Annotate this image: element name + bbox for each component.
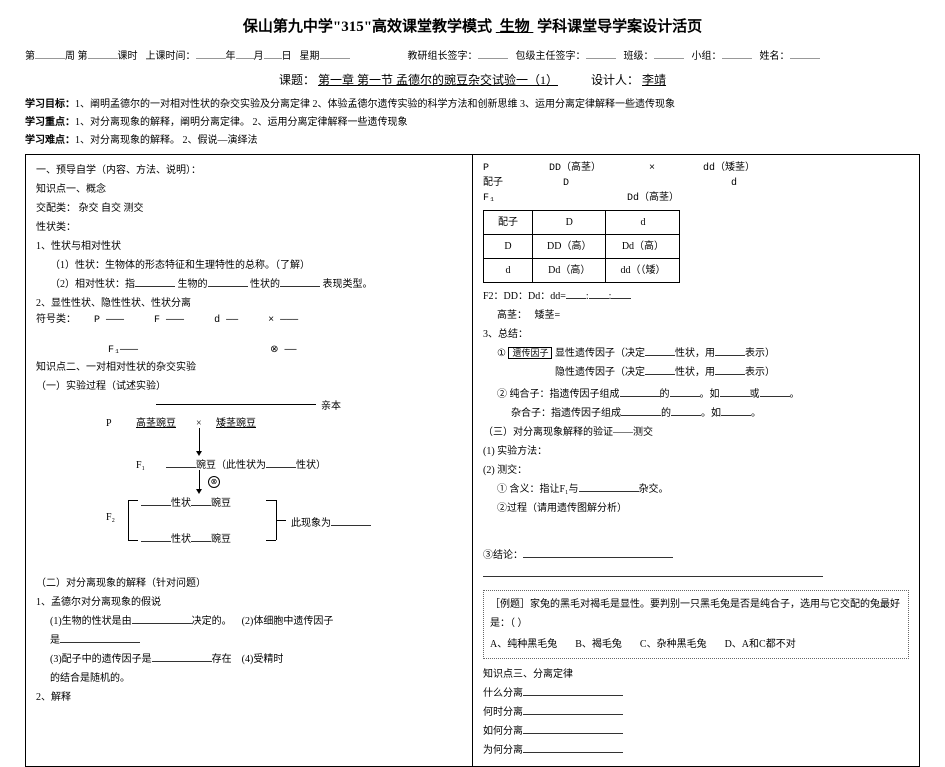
t1: 1、性状与相对性状 [36, 237, 462, 256]
v2b: ②过程（请用遗传图解分析） [483, 499, 909, 518]
example-q: ［例题］家兔的黑毛对褐毛是显性。要判别一只黑毛兔是否是纯合子，选用与它交配的兔最… [490, 595, 902, 633]
left-column: 一、预导自学（内容、方法、说明）： 知识点一、概念 交配类： 杂交 自交 测交 … [25, 155, 473, 766]
kp3: 知识点三、分离定律 [483, 665, 909, 684]
conclusion1: ① 遗传因子 显性遗传因子（决定性状，用表示） 隐性遗传因子（决定性状，用表示） [483, 344, 909, 382]
h2: 是 [36, 631, 462, 650]
q2: 何时分离 [483, 703, 909, 722]
header-meta: 第周 第课时 上课时间：年月日 星期 教研组长签字： 包级主任签字： 班级： 小… [25, 47, 920, 65]
lesson-title-label: 课题： [279, 73, 315, 87]
example-block: ［例题］家兔的黑毛对褐毛是显性。要判别一只黑毛兔是否是纯合子，选用与它交配的兔最… [483, 590, 909, 659]
title-post: 学科课堂导学案设计活页 [537, 19, 702, 35]
lesson-title-row: 课题： 第一章 第一节 孟德尔的豌豆杂交试验一（1） 设计人： 李靖 [25, 71, 920, 90]
sec1: 一、预导自学（内容、方法、说明）： [36, 161, 462, 180]
designer-label: 设计人： [591, 73, 639, 87]
q1: 什么分离 [483, 684, 909, 703]
symbol-scheme: 符号类： P ——— F ——— d —— × ——— F₁——— ⊗ —— [36, 313, 462, 358]
right-column: P DD（高茎） × dd（矮茎） 配子 D d F₁ Dd（高茎） 配子 D … [473, 155, 920, 766]
t1b: （2）相对性状：指 生物的 性状的 表现类型。 [36, 275, 462, 294]
designer-name: 李靖 [642, 73, 666, 87]
q3: 如何分离 [483, 722, 909, 741]
exp1: （一）实验过程（试述实验） [36, 377, 462, 396]
v1: (1) 实验方法： [483, 442, 909, 461]
f1-row: F₁ Dd（高茎） [483, 191, 909, 206]
page-title: 保山第九中学"315"高效课堂教学模式 生物 学科课堂导学案设计活页 [25, 15, 920, 39]
t2: 2、显性性状、隐性性状、性状分离 [36, 294, 462, 313]
v2a: ① 含义：指让F₁与杂交。 [483, 480, 909, 499]
h3: (3)配子中的遗传因子是存在 (4)受精时 [36, 650, 462, 669]
example-options: A、纯种黑毛兔 B、褐毛兔 C、杂种黑毛兔 D、A和C都不对 [490, 635, 902, 654]
kp2: 知识点二、一对相对性状的杂交实验 [36, 358, 462, 377]
h1: (1)生物的性状是由决定的。 (2)体细胞中遗传因子 [36, 612, 462, 631]
v3: ③结论： [483, 546, 909, 565]
exp2: 2、解释 [36, 688, 462, 707]
trait-types: 性状类： [36, 218, 462, 237]
gamete-row: 配子 D d [483, 176, 909, 191]
f2-ratio2: 高茎： 矮茎= [483, 306, 909, 325]
title-subject: 生物 [496, 19, 534, 35]
h4: 的结合是随机的。 [36, 669, 462, 688]
cross-p: P DD（高茎） × dd（矮茎） [483, 161, 909, 176]
sec4: （三）对分离现象解释的验证——测交 [483, 423, 909, 442]
main-content: 一、预导自学（内容、方法、说明）： 知识点一、概念 交配类： 杂交 自交 测交 … [25, 154, 920, 767]
title-pre: 保山第九中学"315"高效课堂教学模式 [243, 19, 492, 35]
q4: 为何分离 [483, 741, 909, 760]
f2-ratio1: F2：DD：Dd：dd=:: [483, 287, 909, 306]
kp1: 知识点一、概念 [36, 180, 462, 199]
t1a: （1）性状：生物体的形态特征和生理特性的总称。（了解） [36, 256, 462, 275]
lesson-title: 第一章 第一节 孟德尔的豌豆杂交试验一（1） [318, 73, 558, 87]
conclusion2: ② 纯合子：指遗传因子组成的。如或。 [483, 385, 909, 404]
cross-types: 交配类： 杂交 自交 测交 [36, 199, 462, 218]
sec2: （二）对分离现象的解释（针对问题） [36, 574, 462, 593]
v2: (2) 测交： [483, 461, 909, 480]
punnett-square: 配子 D d D DD（高） Dd（高） d Dd（高） dd（（矮） [483, 210, 680, 283]
hyp: 1、孟德尔对分离现象的假说 [36, 593, 462, 612]
goals-block: 学习目标：1、阐明孟德尔的一对相对性状的杂交实验及分离定律 2、体验孟德尔遗传实… [25, 96, 920, 150]
cross-diagram: 亲本 P 高茎豌豆 × 矮茎豌豆 F₁ 豌豆（此性状为性状） ⊗ F₂ 性状豌豆… [36, 400, 462, 570]
sec3: 3、总结： [483, 325, 909, 344]
conclusion3: 杂合子：指遗传因子组成的。如。 [483, 404, 909, 423]
